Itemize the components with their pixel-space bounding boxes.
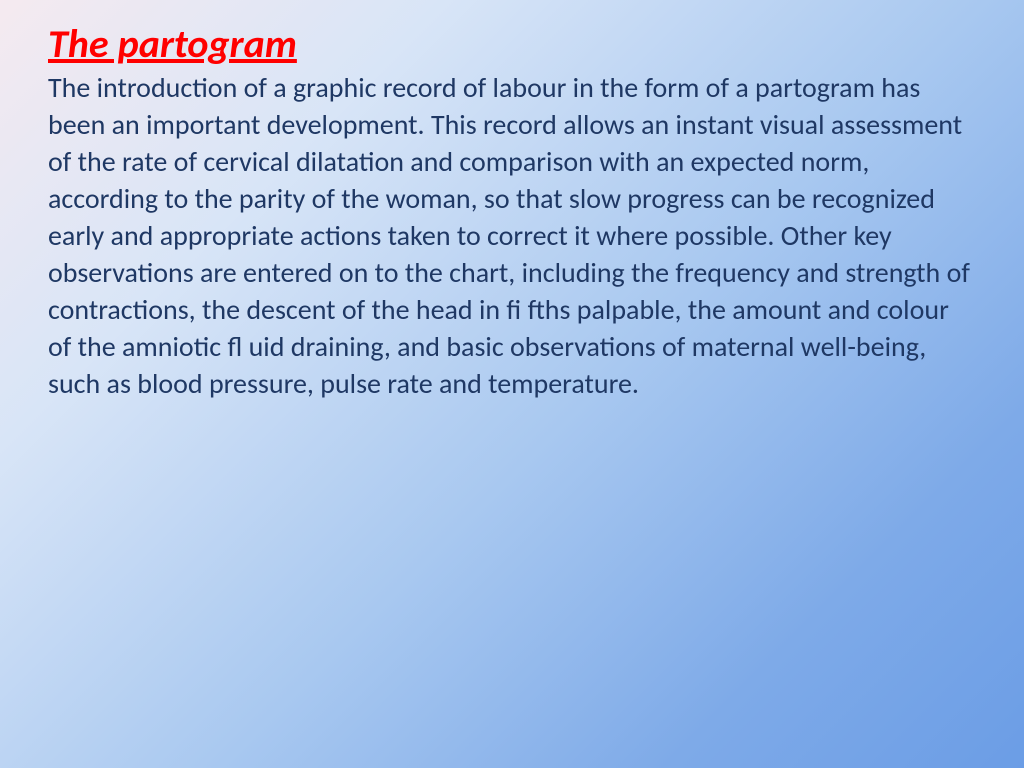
slide-title: The partogram bbox=[48, 20, 976, 68]
slide-body-text: The introduction of a graphic record of … bbox=[48, 70, 976, 403]
slide-container: The partogram The introduction of a grap… bbox=[0, 0, 1024, 423]
